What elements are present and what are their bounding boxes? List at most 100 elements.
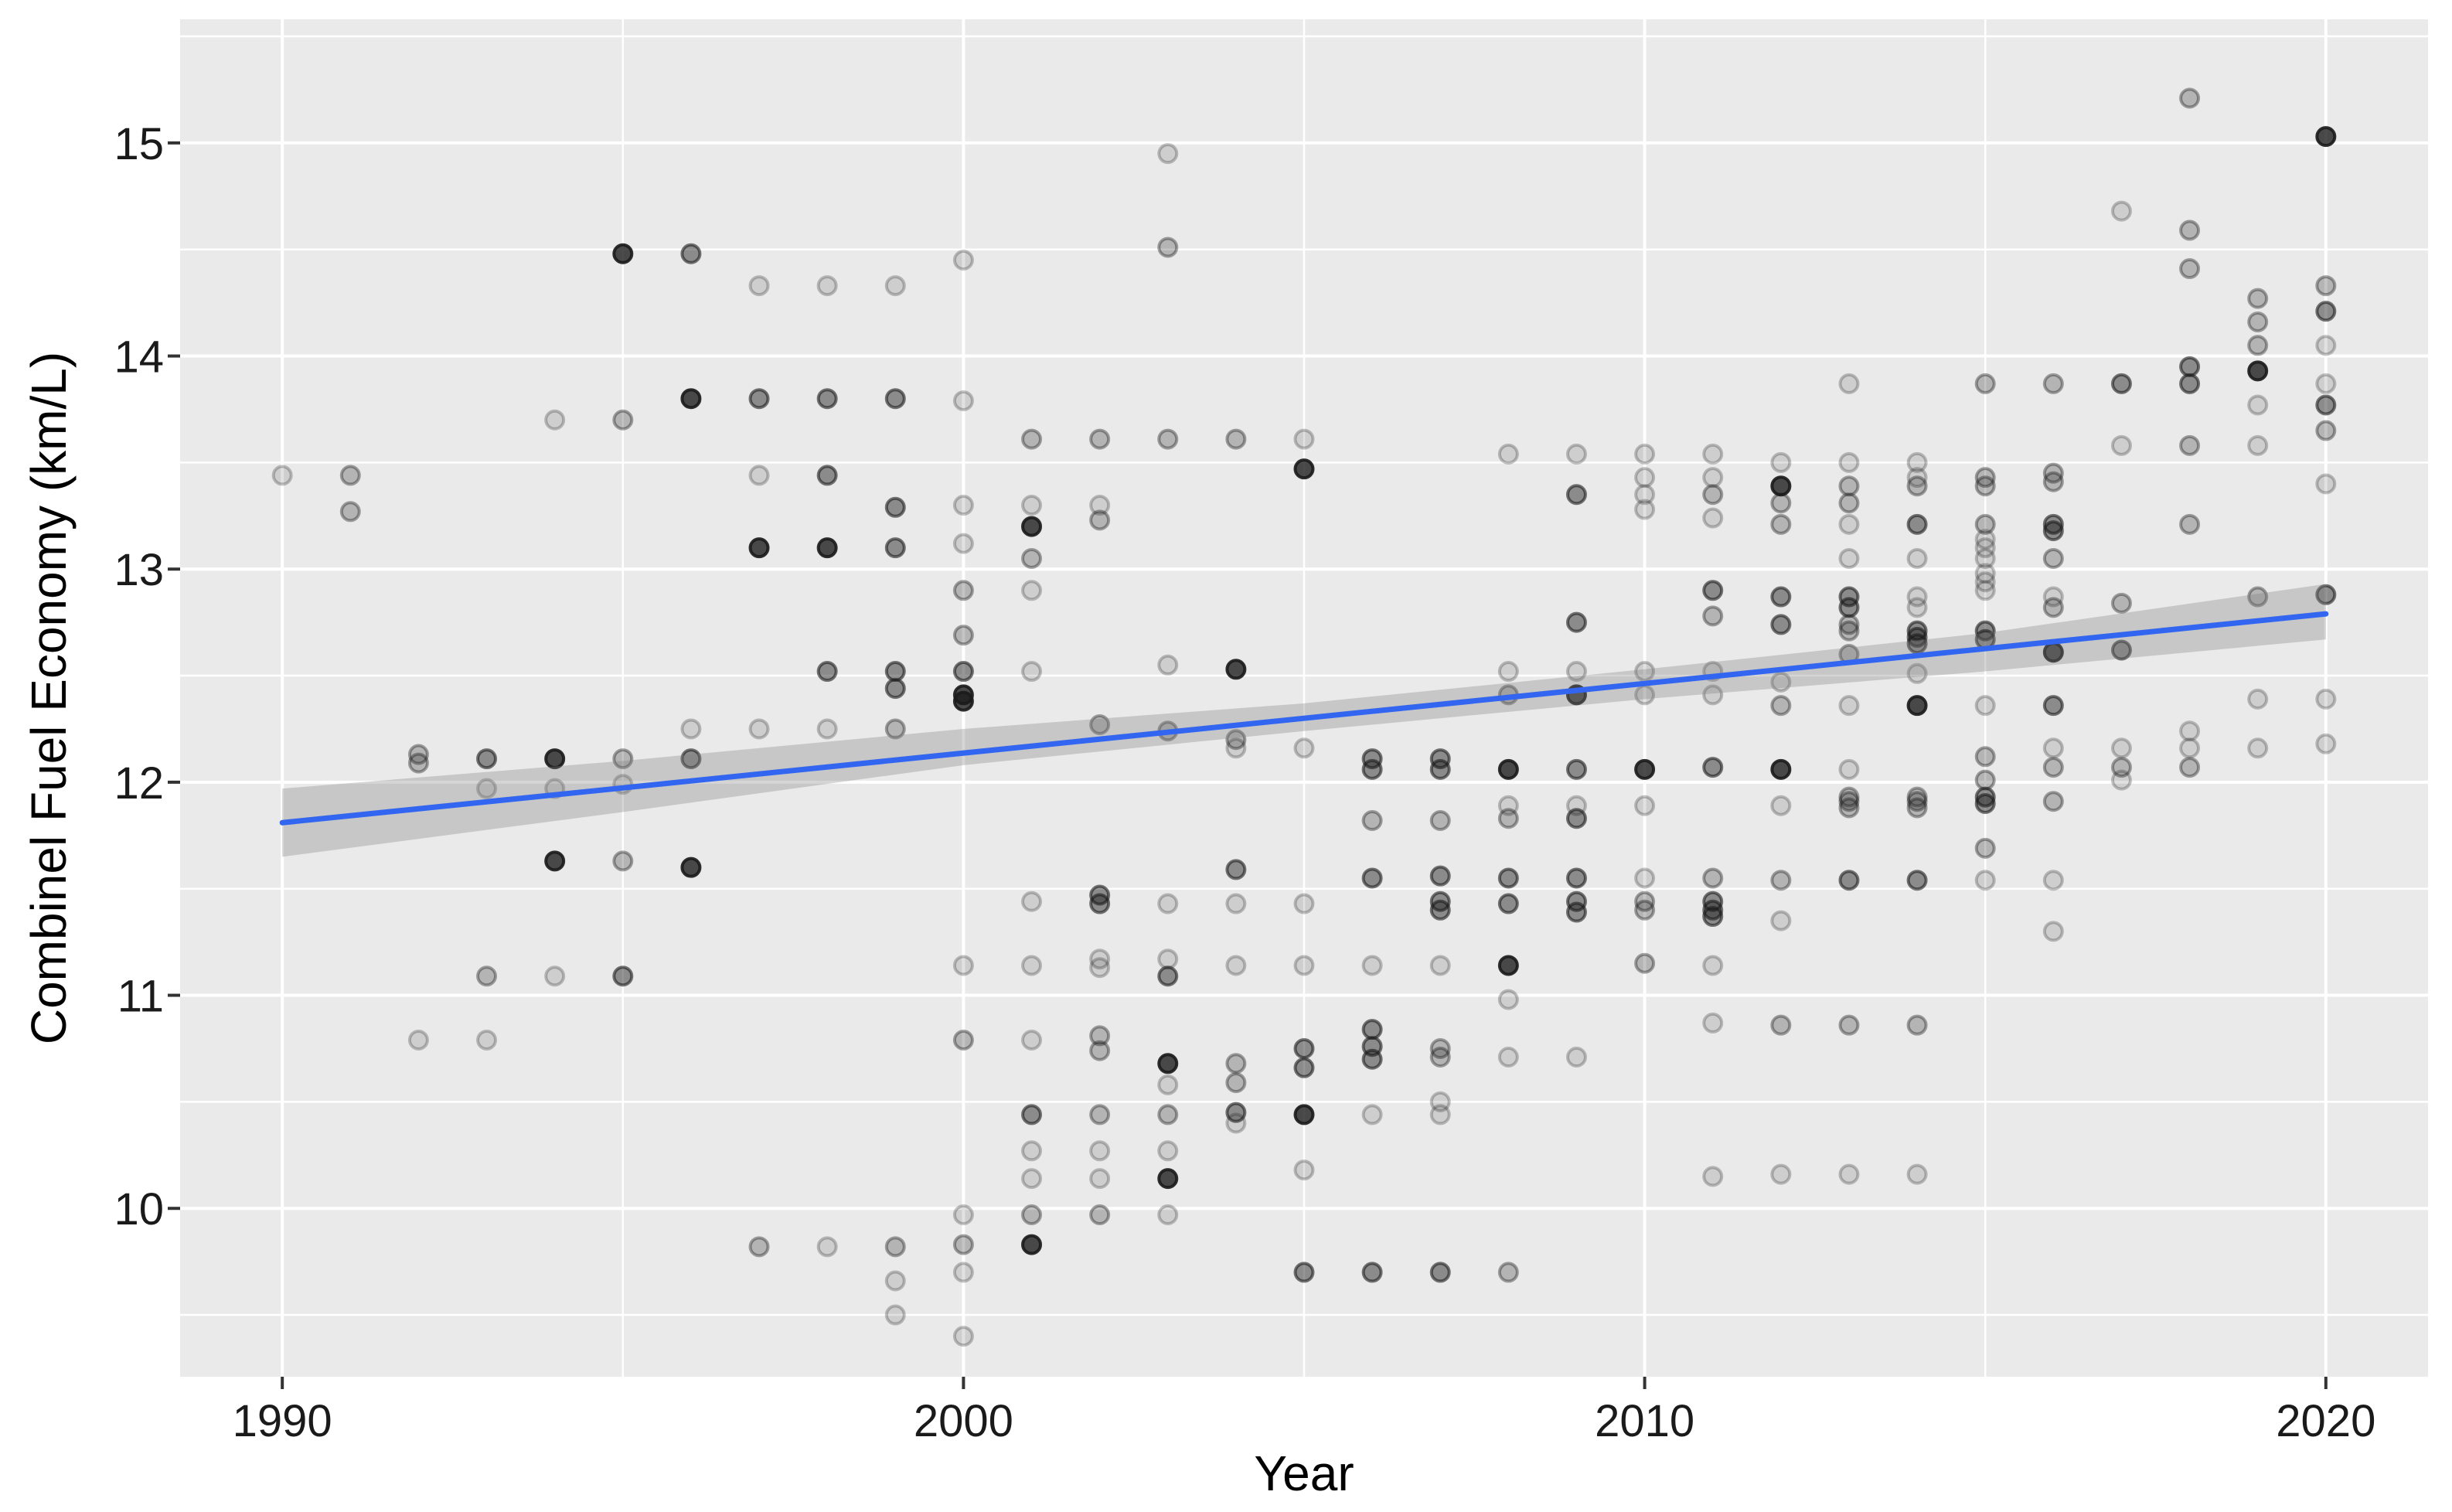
data-point <box>1361 1104 1383 1125</box>
data-point <box>1838 492 1860 514</box>
data-point <box>2247 586 2269 608</box>
x-tick-label: 2000 <box>914 1396 1013 1446</box>
y-tick-label: 15 <box>114 119 164 169</box>
data-point <box>748 465 770 486</box>
data-point <box>1293 1160 1315 1181</box>
data-point <box>1497 1262 1519 1283</box>
data-point <box>952 250 974 271</box>
data-point <box>1838 614 1860 635</box>
data-point <box>1429 810 1451 832</box>
data-point <box>2247 394 2269 416</box>
data-point <box>1157 654 1179 676</box>
data-point <box>1770 870 1792 891</box>
data-point <box>476 965 498 987</box>
data-point <box>1429 955 1451 976</box>
data-point <box>1906 451 1928 473</box>
data-point <box>2042 737 2064 759</box>
data-point <box>1906 662 1928 684</box>
data-point <box>1702 684 1724 706</box>
data-point <box>1429 865 1451 887</box>
data-point <box>612 243 634 264</box>
data-point <box>1838 475 1860 497</box>
data-point <box>1565 808 1587 829</box>
data-point <box>1225 1072 1247 1094</box>
data-point <box>1497 795 1519 816</box>
data-point <box>1497 661 1519 683</box>
data-point <box>884 496 906 518</box>
data-point <box>1157 143 1179 165</box>
data-point <box>1634 484 1656 506</box>
scatter-points <box>271 87 2337 1347</box>
data-point <box>1702 867 1724 889</box>
data-point <box>884 275 906 297</box>
data-point <box>2179 513 2201 535</box>
data-point <box>1429 1091 1451 1112</box>
data-point <box>1157 965 1179 987</box>
data-point <box>2179 720 2201 742</box>
data-point <box>1770 492 1792 514</box>
data-point <box>1770 758 1792 780</box>
x-tick-label: 1990 <box>233 1396 332 1446</box>
data-point <box>1225 729 1247 751</box>
data-point <box>2042 695 2064 717</box>
data-point <box>1906 1014 1928 1036</box>
data-point <box>1974 786 1996 808</box>
data-point <box>1225 859 1247 880</box>
data-point <box>2042 513 2064 535</box>
data-point <box>1974 537 1996 559</box>
data-point <box>1293 1057 1315 1078</box>
data-point <box>1702 580 1724 601</box>
data-point <box>544 409 566 431</box>
data-point <box>1974 837 1996 859</box>
data-point <box>2179 737 2201 759</box>
data-point <box>1770 513 1792 535</box>
data-point <box>884 1270 906 1292</box>
data-point <box>1770 586 1792 608</box>
data-point <box>1906 797 1928 819</box>
data-point <box>1021 547 1043 569</box>
data-point <box>1429 758 1451 780</box>
data-point <box>2179 356 2201 377</box>
data-point <box>884 1236 906 1258</box>
data-point <box>1702 906 1724 928</box>
data-point <box>1770 1014 1792 1036</box>
data-point <box>1702 955 1724 976</box>
data-point <box>2042 870 2064 891</box>
data-point <box>1497 758 1519 780</box>
y-tick-labels: 10 11 12 13 14 15 <box>114 119 164 1234</box>
data-point <box>1361 1048 1383 1070</box>
data-point <box>1974 769 1996 791</box>
y-tick-label: 11 <box>117 972 164 1022</box>
data-point <box>884 537 906 559</box>
data-point <box>1906 791 1928 812</box>
data-point <box>2110 737 2132 759</box>
data-point <box>1974 547 1996 569</box>
data-point <box>1838 547 1860 569</box>
data-point <box>1021 1234 1043 1255</box>
data-point <box>1702 484 1724 506</box>
data-point <box>748 718 770 740</box>
data-point <box>1361 955 1383 976</box>
data-point <box>1089 1104 1111 1125</box>
data-point <box>476 748 498 770</box>
data-point <box>1497 1046 1519 1068</box>
data-point <box>1089 428 1111 450</box>
data-point <box>1974 475 1996 497</box>
data-point <box>1838 758 1860 780</box>
data-point <box>952 1262 974 1283</box>
data-point <box>1225 428 1247 450</box>
data-point <box>1157 1053 1179 1074</box>
data-point <box>952 1029 974 1051</box>
data-point <box>544 850 566 872</box>
data-point <box>1974 580 1996 601</box>
data-point <box>1974 563 1996 584</box>
data-point <box>952 661 974 683</box>
data-point <box>952 690 974 712</box>
data-point <box>1565 661 1587 683</box>
data-point <box>1361 867 1383 889</box>
data-point <box>1157 1168 1179 1190</box>
data-point <box>1497 893 1519 914</box>
data-point <box>1770 910 1792 931</box>
data-point <box>1293 428 1315 450</box>
data-point <box>1634 867 1656 889</box>
